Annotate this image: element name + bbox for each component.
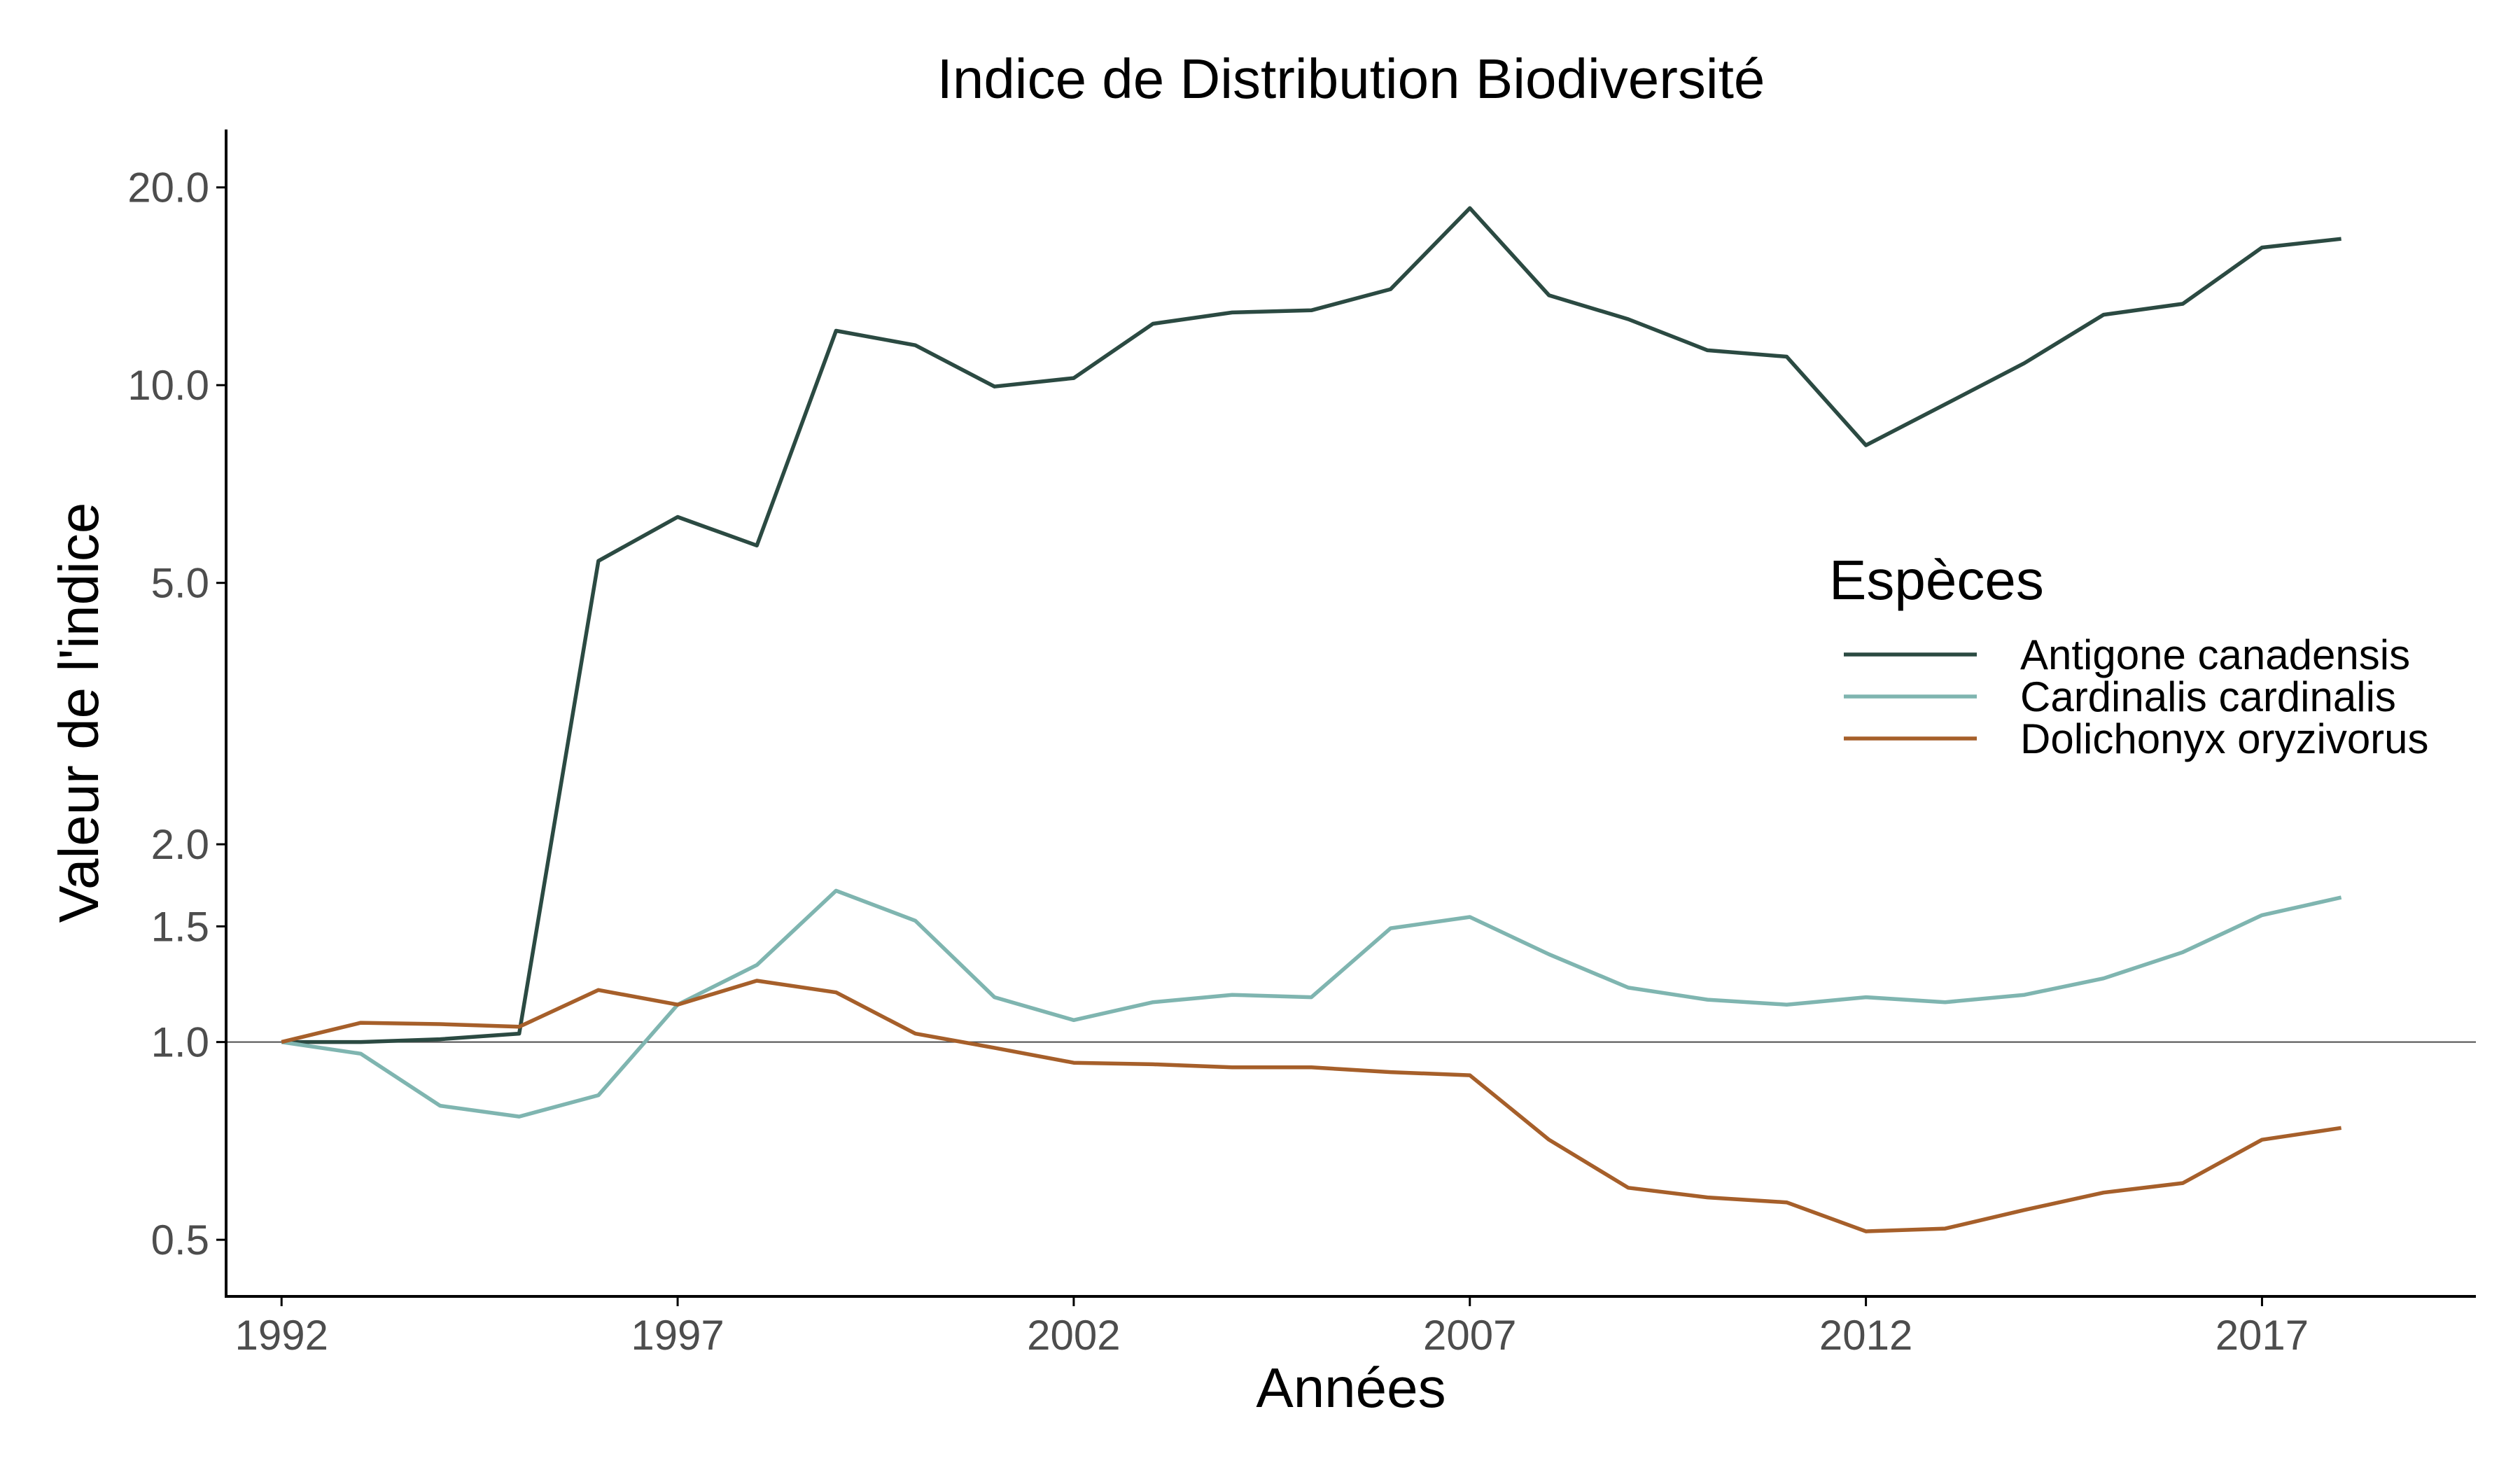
chart-title: Indice de Distribution Biodiversité <box>937 48 1765 110</box>
x-tick-label: 2002 <box>1027 1312 1120 1359</box>
y-axis-ticks: 0.5 1.0 1.5 2.0 5.0 10.0 20.0 <box>127 164 226 1264</box>
x-axis-ticks: 1992 1997 2002 2007 2012 2017 <box>234 1296 2309 1359</box>
y-axis-title: Valeur de l'indice <box>48 503 110 923</box>
x-tick-label: 1992 <box>234 1312 328 1359</box>
y-tick-label: 1.5 <box>151 903 209 950</box>
x-tick-label: 2017 <box>2216 1312 2309 1359</box>
x-tick-label: 1997 <box>631 1312 724 1359</box>
series-line-antigone-canadensis <box>281 206 2342 1044</box>
legend-label-cardinalis-cardinalis: Cardinalis cardinalis <box>2020 673 2396 720</box>
series-line-dolichonyx-oryzivorus <box>281 979 2342 1233</box>
x-tick-label: 2012 <box>1819 1312 1912 1359</box>
y-tick-label: 2.0 <box>151 821 209 868</box>
legend-label-dolichonyx-oryzivorus: Dolichonyx oryzivorus <box>2020 715 2429 762</box>
x-axis-title: Années <box>1256 1357 1446 1419</box>
y-tick-label: 20.0 <box>127 164 209 211</box>
legend-title: Espèces <box>1829 549 2044 611</box>
series-layer <box>281 206 2342 1233</box>
x-tick-label: 2007 <box>1423 1312 1516 1359</box>
plot-area: 0.5 1.0 1.5 2.0 5.0 10.0 20.0 1992 1997 2002 2007… <box>127 130 2476 1359</box>
y-tick-label: 5.0 <box>151 560 209 607</box>
y-tick-label: 1.0 <box>151 1019 209 1066</box>
legend-label-antigone-canadensis: Antigone canadensis <box>2020 631 2410 678</box>
y-tick-label: 0.5 <box>151 1217 209 1264</box>
series-line-cardinalis-cardinalis <box>281 888 2342 1119</box>
y-tick-label: 10.0 <box>127 362 209 409</box>
